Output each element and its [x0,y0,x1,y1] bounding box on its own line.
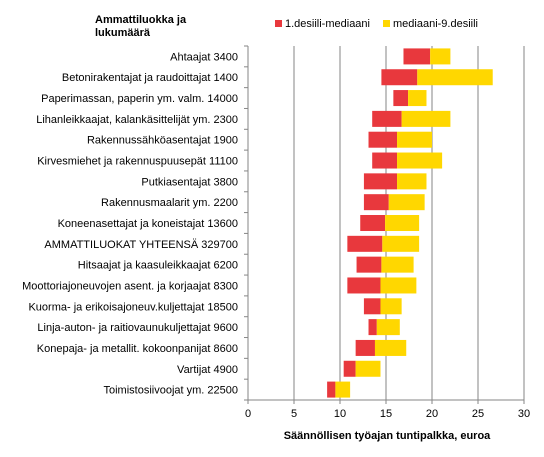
category-label: Vartijat 4900 [177,364,238,376]
bar-decile1-median [360,215,386,231]
bar-median-decile9 [397,152,443,169]
category-axis-title: Ammattiluokka ja lukumäärä [95,14,187,39]
legend-swatch-decile1-median [275,20,282,27]
bar-decile1-median [403,48,431,65]
bar-decile1-median [343,360,356,377]
bar-median-decile9 [397,131,432,148]
category-label: Linja-auton- ja raitiovaunukuljettajat 9… [37,322,238,334]
bar-decile1-median [355,339,375,356]
bar-median-decile9 [381,256,414,273]
bar-median-decile9 [385,215,420,231]
category-label: Hitsaajat ja kaasuleikkaajat 6200 [78,260,238,272]
category-label: Putkiasentajat 3800 [141,176,238,188]
x-tick-label: 10 [334,408,346,420]
x-axis-title: Säännöllisen työajan tuntipalkka, euroa [283,430,491,442]
category-label: Ahtaajat 3400 [170,51,238,63]
bar-decile1-median [347,235,383,252]
category-label: Toimistosiivoojat ym. 22500 [103,385,238,397]
category-label: Paperimassan, paperin ym. valm. 14000 [41,93,238,105]
category-label: Moottoriajoneuvojen asent. ja korjaajat … [22,280,238,292]
legend-label-median-decile9: mediaani-9.desiili [393,18,478,30]
bar-median-decile9 [355,360,381,377]
category-label: AMMATTILUOKAT YHTEENSÄ 329700 [44,239,238,251]
category-label: Rakennusmaalarit ym. 2200 [101,197,238,209]
category-label: Kuorma- ja erikoisajoneuv.kuljettajat 18… [28,301,238,313]
x-tick-label: 5 [291,408,297,420]
bar-decile1-median [363,194,389,211]
x-tick-label: 25 [472,408,484,420]
legend-swatch-median-decile9 [383,20,390,27]
bar-decile1-median [372,152,398,169]
bar-median-decile9 [380,298,402,315]
bar-median-decile9 [335,381,351,398]
bar-decile1-median [363,298,381,315]
category-label: Lihanleikkaajat, kalankäsittelijät ym. 2… [36,114,238,126]
bar-median-decile9 [374,339,407,356]
bar-median-decile9 [388,194,425,211]
bar-decile1-median [347,277,381,294]
legend-item-decile1-median: 1.desiili-mediaani [275,18,370,30]
category-label: Kirvesmiehet ja rakennuspuusepät 11100 [37,156,238,168]
x-tick-label: 15 [380,408,392,420]
category-label: Koneenasettajat ja koneistajat 13600 [58,218,238,230]
bar-decile1-median [368,131,398,148]
bar-decile1-median [368,319,377,336]
x-tick-label: 30 [518,408,530,420]
bar-decile1-median [363,173,398,190]
bar-median-decile9 [397,173,427,190]
bar-median-decile9 [417,69,493,86]
legend-label-decile1-median: 1.desiili-mediaani [285,18,370,30]
bar-median-decile9 [408,90,427,107]
category-label: Rakennussähköasentajat 1900 [87,135,238,147]
bar-decile1-median [393,90,409,107]
bar-median-decile9 [376,319,400,336]
x-tick-label: 0 [245,408,251,420]
bar-decile1-median [356,256,382,273]
bar-median-decile9 [380,277,417,294]
category-label: Betonirakentajat ja raudoittajat 1400 [62,72,238,84]
bar-median-decile9 [401,110,451,127]
category-label: Konepaja- ja metallit. kokoonpanijat 860… [37,343,238,355]
bar-decile1-median [372,110,402,127]
bar-median-decile9 [382,235,420,252]
x-tick-label: 20 [426,408,438,420]
legend-item-median-decile9: mediaani-9.desiili [383,18,478,30]
bar-decile1-median [327,381,336,398]
bar-decile1-median [381,69,418,86]
bar-median-decile9 [430,48,451,65]
